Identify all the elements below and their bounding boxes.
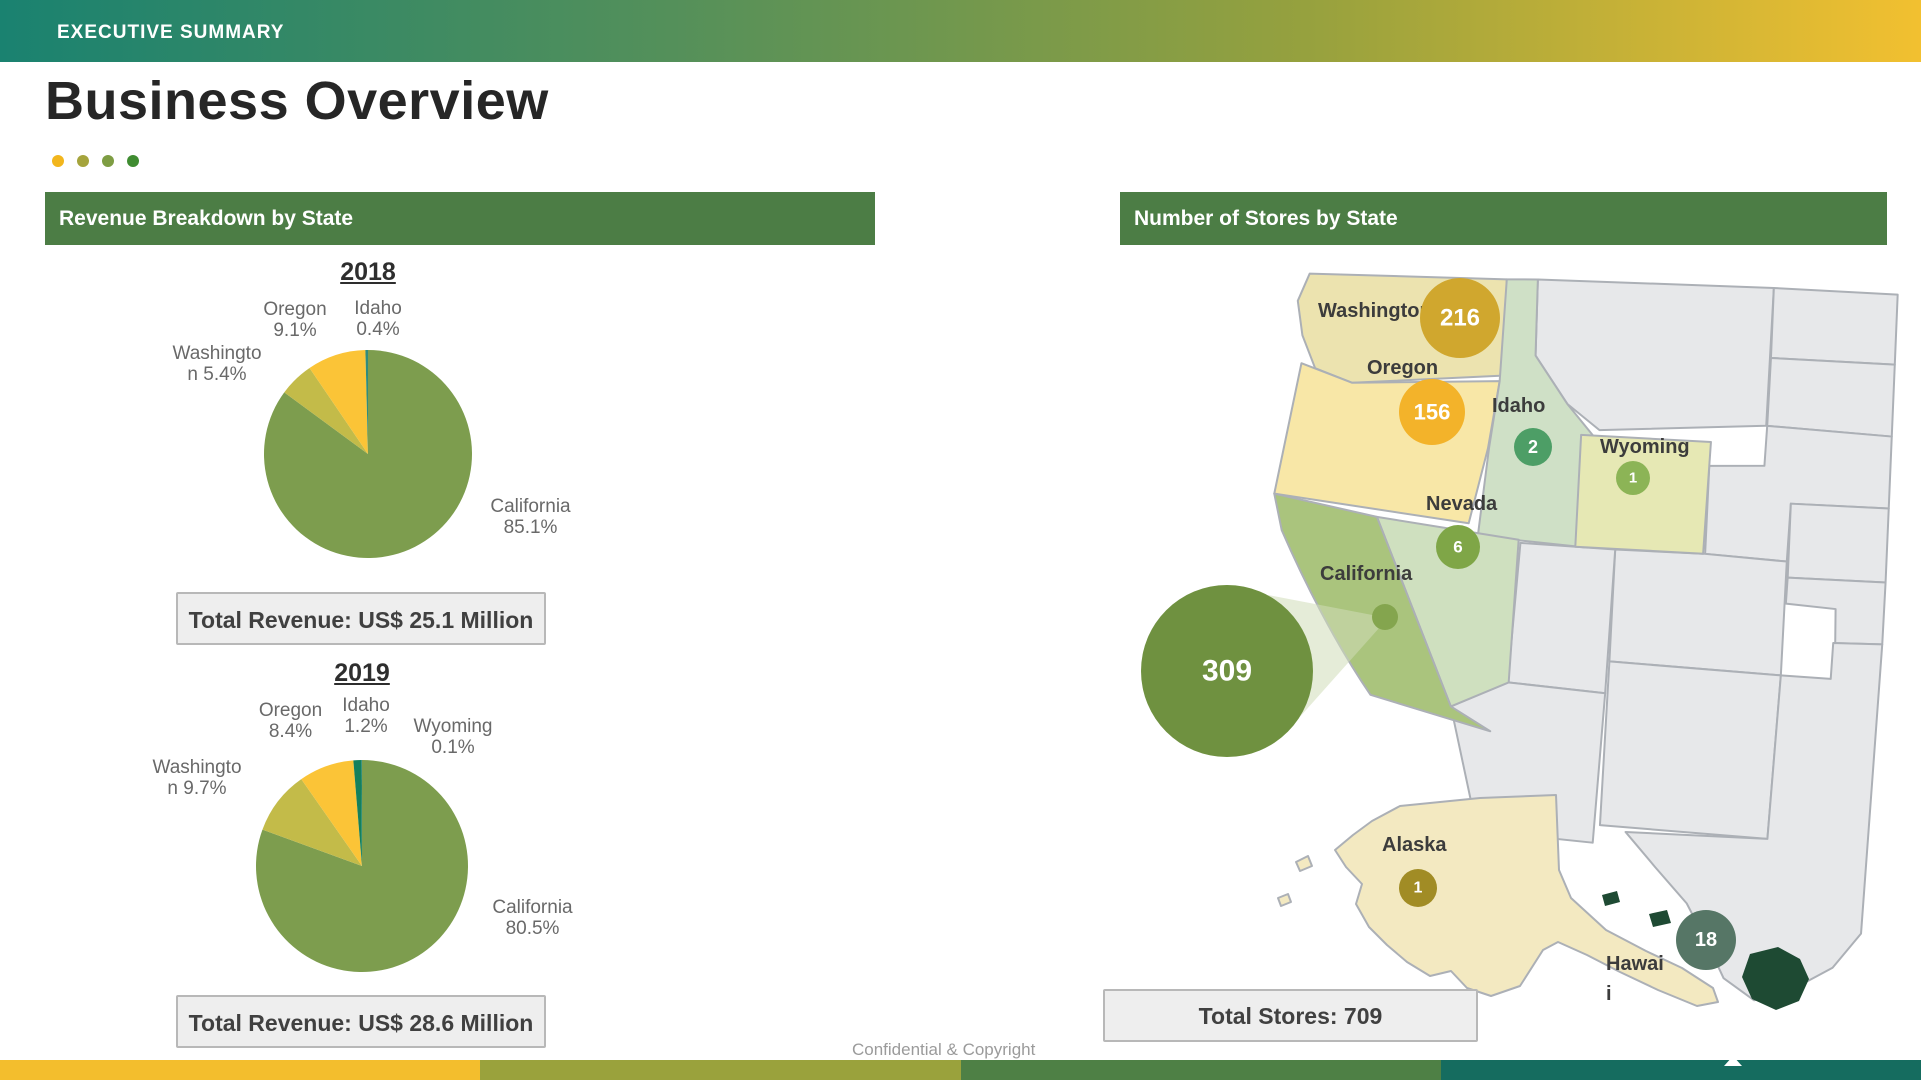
pie-slice-idaho [365,349,368,454]
bubble-california [1141,585,1313,757]
pie-2019-label-california: California 80.5% [492,897,573,939]
hawaii-big-island [1742,947,1809,1010]
pie-2019-label-washington: Washingto n 9.7% [152,757,242,799]
state-wyoming [1574,433,1712,555]
pie-chart-2018 [263,349,472,558]
accent-dot [102,155,114,167]
pie-2018-label-washington: Washingto n 5.4% [172,343,262,385]
pie-2018-label-idaho: Idaho 0.4% [354,298,402,340]
alaska-islet [1295,855,1313,872]
bubble-hawaii [1676,910,1736,970]
bubble-oregon [1399,379,1465,445]
page-title: Business Overview [45,71,549,131]
california-anchor-dot [1372,604,1398,630]
pie-2019-label-oregon: Oregon 8.4% [258,700,323,742]
pie-slice-california [263,350,472,558]
stores-map: Washington Oregon Idaho Wyoming Nevada C… [1141,272,1899,1010]
bubble-washington [1420,278,1500,358]
state-south-dakota [1766,356,1896,438]
bottom-accent-bar [0,1060,1921,1080]
state-oklahoma [1784,576,1887,646]
map-label-idaho: Idaho [1492,395,1545,417]
confidential-note: Confidential & Copyright [852,1040,1036,1059]
state-new-mexico [1598,660,1782,840]
state-north-dakota [1769,286,1899,366]
map-label-oregon: Oregon [1367,357,1438,379]
pie-slice-washington [284,367,368,454]
bubble-nevada-value: 6 [1453,538,1462,557]
map-label-hawaii-line2: i [1606,983,1612,1005]
state-colorado [1608,548,1788,677]
pie-2018-label-california: California 85.1% [490,496,571,538]
pie-slice-oregon [309,350,368,454]
right-section-header: Number of Stores by State [1120,192,1887,245]
title-accent-dots [52,155,139,167]
bubble-washington-value: 216 [1440,305,1480,332]
bubble-nevada [1436,525,1480,569]
pie-2018-year-label: 2018 [340,258,396,286]
alaska-islet [1277,893,1292,907]
caret-up-icon [1724,1056,1742,1066]
pie-slice-idaho [353,760,362,866]
bubble-idaho [1514,428,1552,466]
pie-slice-california [256,760,469,972]
pie-slice-oregon [301,760,362,866]
total-revenue-2019: Total Revenue: US$ 28.6 Million [176,995,546,1048]
total-stores-box: Total Stores: 709 [1103,989,1478,1042]
state-kansas [1786,502,1890,584]
accent-dot [52,155,64,167]
accent-dot [77,155,89,167]
map-label-wyoming: Wyoming [1600,436,1690,458]
bottom-bar-segment [480,1060,961,1080]
bubble-alaska-value: 1 [1414,880,1423,897]
state-utah [1506,541,1617,695]
slide-eyebrow: EXECUTIVE SUMMARY [57,22,285,43]
pie-2019-label-wyoming: Wyoming 0.1% [413,716,493,758]
bubble-idaho-value: 2 [1528,437,1538,457]
bubble-oregon-value: 156 [1414,400,1451,425]
pie-slice-washington [262,779,362,866]
map-label-nevada: Nevada [1426,493,1498,515]
map-label-alaska: Alaska [1382,834,1447,856]
pie-2019-label-idaho: Idaho 1.2% [342,695,390,737]
pie-2018-label-oregon: Oregon 9.1% [263,299,327,341]
bottom-bar-segment [1440,1060,1921,1080]
pie-chart-2019 [256,759,469,972]
map-label-hawaii: Hawai [1606,953,1664,975]
hawaii-island [1602,891,1620,906]
top-gradient-bar: EXECUTIVE SUMMARY [0,0,1921,62]
accent-dot [127,155,139,167]
bubble-california-value: 309 [1202,655,1252,688]
bottom-bar-segment [0,1060,481,1080]
map-label-california: California [1320,563,1413,585]
left-section-header: Revenue Breakdown by State [45,192,875,245]
bubble-wyoming [1616,461,1650,495]
bubble-alaska [1399,869,1437,907]
pie-2019-year-label: 2019 [334,659,390,687]
bottom-bar-segment [960,1060,1441,1080]
hawaii-island [1649,910,1671,927]
bubble-wyoming-value: 1 [1629,470,1637,487]
bubble-hawaii-value: 18 [1695,929,1717,951]
state-alaska [1334,794,1719,1007]
map-label-washington: Washington [1318,300,1432,322]
total-revenue-2018: Total Revenue: US$ 25.1 Million [176,592,546,645]
